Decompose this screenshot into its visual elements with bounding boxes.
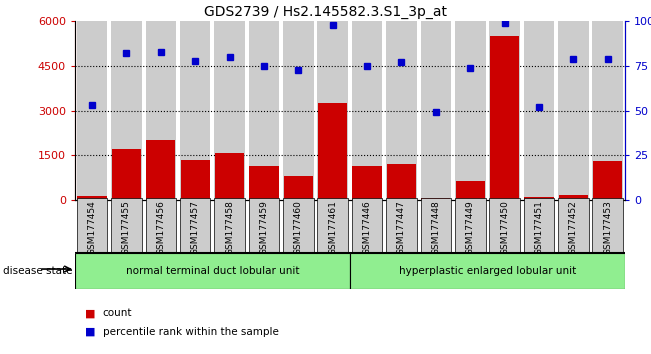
Bar	[592, 21, 623, 200]
Text: GSM177447: GSM177447	[397, 200, 406, 255]
Bar	[318, 21, 348, 200]
Text: normal terminal duct lobular unit: normal terminal duct lobular unit	[126, 266, 299, 276]
Text: disease state: disease state	[3, 266, 73, 276]
Bar	[523, 21, 554, 200]
Bar	[421, 21, 451, 200]
Bar	[490, 36, 519, 200]
Bar	[456, 181, 485, 200]
Text: ■: ■	[85, 327, 95, 337]
Text: GSM177458: GSM177458	[225, 200, 234, 255]
Text: hyperplastic enlarged lobular unit: hyperplastic enlarged lobular unit	[399, 266, 576, 276]
FancyBboxPatch shape	[592, 198, 623, 253]
Bar	[249, 166, 279, 200]
Text: GSM177452: GSM177452	[569, 200, 578, 255]
Bar	[490, 21, 520, 200]
Bar	[180, 160, 210, 200]
Bar	[559, 195, 588, 200]
Bar	[77, 21, 107, 200]
Bar	[525, 197, 553, 200]
FancyBboxPatch shape	[214, 198, 245, 253]
Bar	[146, 141, 175, 200]
Bar	[558, 21, 589, 200]
Text: ■: ■	[85, 308, 95, 318]
Text: GSM177459: GSM177459	[260, 200, 268, 255]
Text: count: count	[103, 308, 132, 318]
FancyBboxPatch shape	[318, 198, 348, 253]
Bar	[283, 21, 314, 200]
Bar	[455, 21, 486, 200]
Bar	[352, 166, 381, 200]
Text: percentile rank within the sample: percentile rank within the sample	[103, 327, 279, 337]
FancyBboxPatch shape	[75, 253, 350, 289]
FancyBboxPatch shape	[523, 198, 554, 253]
FancyBboxPatch shape	[558, 198, 589, 253]
Text: GSM177457: GSM177457	[191, 200, 200, 255]
Text: GSM177461: GSM177461	[328, 200, 337, 255]
Bar	[249, 21, 279, 200]
Text: GSM177446: GSM177446	[363, 200, 372, 255]
FancyBboxPatch shape	[421, 198, 451, 253]
Bar	[215, 153, 244, 200]
Text: GSM177450: GSM177450	[500, 200, 509, 255]
Text: GSM177453: GSM177453	[603, 200, 613, 255]
Bar	[386, 21, 417, 200]
FancyBboxPatch shape	[146, 198, 176, 253]
Bar	[77, 196, 107, 200]
FancyBboxPatch shape	[490, 198, 520, 253]
FancyBboxPatch shape	[283, 198, 314, 253]
Bar	[111, 21, 142, 200]
FancyBboxPatch shape	[111, 198, 142, 253]
Text: GSM177460: GSM177460	[294, 200, 303, 255]
Bar	[387, 164, 416, 200]
FancyBboxPatch shape	[352, 198, 382, 253]
FancyBboxPatch shape	[386, 198, 417, 253]
Bar	[146, 21, 176, 200]
Bar	[352, 21, 382, 200]
Bar	[112, 149, 141, 200]
Text: GDS2739 / Hs2.145582.3.S1_3p_at: GDS2739 / Hs2.145582.3.S1_3p_at	[204, 5, 447, 19]
Bar	[318, 103, 348, 200]
FancyBboxPatch shape	[77, 198, 107, 253]
Text: GSM177451: GSM177451	[534, 200, 544, 255]
Text: GSM177449: GSM177449	[465, 200, 475, 255]
Bar	[284, 176, 313, 200]
Bar	[421, 198, 450, 200]
FancyBboxPatch shape	[180, 198, 210, 253]
Text: GSM177454: GSM177454	[87, 200, 96, 255]
Text: GSM177455: GSM177455	[122, 200, 131, 255]
Bar	[180, 21, 210, 200]
FancyBboxPatch shape	[455, 198, 486, 253]
FancyBboxPatch shape	[249, 198, 279, 253]
FancyBboxPatch shape	[350, 253, 625, 289]
Text: GSM177448: GSM177448	[432, 200, 440, 255]
Bar	[214, 21, 245, 200]
Bar	[593, 161, 622, 200]
Text: GSM177456: GSM177456	[156, 200, 165, 255]
